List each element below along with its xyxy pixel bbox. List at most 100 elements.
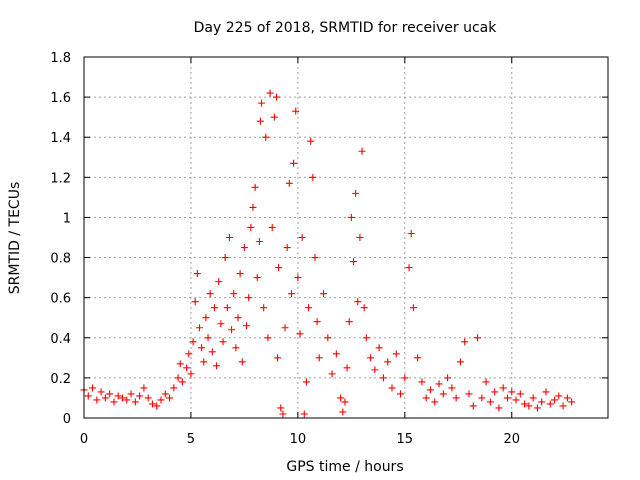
data-point [559,402,567,410]
data-point [106,390,114,398]
data-point [204,334,212,342]
data-point [360,304,368,312]
data-point [347,213,355,221]
data-point [448,384,456,392]
y-tick-label: 0 [63,412,71,427]
data-point [456,358,464,366]
data-point [568,398,576,406]
data-point [414,354,422,362]
data-point [328,370,336,378]
data-point [392,350,400,358]
data-point [123,396,131,404]
x-tick-label: 10 [290,432,307,447]
data-point [176,360,184,368]
data-point [418,378,426,386]
data-point [97,388,105,396]
data-point [93,396,101,404]
data-point [354,298,362,306]
data-point [388,384,396,392]
x-tick-label: 15 [397,432,414,447]
data-point [101,394,109,402]
data-point [144,394,152,402]
data-point [253,274,261,282]
data-point [238,358,246,366]
data-point [185,350,193,358]
data-point [343,364,351,372]
data-point [538,398,546,406]
data-point [315,354,323,362]
data-point [228,326,236,334]
data-point [255,238,263,246]
data-point [431,398,439,406]
data-point [422,394,430,402]
data-point [292,107,300,115]
data-point [230,290,238,298]
data-point [407,229,415,237]
data-point [352,189,360,197]
data-point [277,404,285,412]
data-point [272,93,280,101]
data-point [198,344,206,352]
data-point [324,334,332,342]
data-point [240,244,248,252]
data-point [200,358,208,366]
data-point [296,330,304,338]
data-point [367,354,375,362]
data-point [191,298,199,306]
y-tick-label: 0.8 [50,252,71,267]
data-point [349,258,357,266]
data-point [384,358,392,366]
data-point [307,137,315,145]
data-point [503,394,511,402]
data-point [189,338,197,346]
data-point [546,400,554,408]
data-point [305,304,313,312]
data-point [551,396,559,404]
data-point [426,386,434,394]
data-point [140,384,148,392]
x-tick-label: 0 [80,432,88,447]
data-point [444,374,452,382]
data-point [465,390,473,398]
y-tick-label: 0.2 [50,372,71,387]
data-point [478,394,486,402]
data-point [290,159,298,167]
data-point [193,270,201,278]
plot-frame [83,56,609,419]
data-point [223,304,231,312]
data-point [491,388,499,396]
data-point [358,147,366,155]
data-point [332,350,340,358]
data-point [245,294,253,302]
data-point [217,320,225,328]
data-point [170,384,178,392]
data-point [166,394,174,402]
data-point [161,390,169,398]
data-point [174,374,182,382]
axes: 0 0.2 0.4 0.6 0.8 1 1.2 1.4 1.6 1.8 0 5 10 15 20 [50,51,609,447]
data-point [202,314,210,322]
data-point [508,388,516,396]
data-point [313,318,321,326]
data-point [320,290,328,298]
y-tick-label: 1 [63,211,71,226]
data-point [474,334,482,342]
data-point [247,223,255,231]
data-point [136,392,144,400]
data-point [210,304,218,312]
data-point [89,384,97,392]
data-point [127,390,135,398]
y-tick-label: 0.6 [50,292,71,307]
data-point [215,278,223,286]
data-point [270,113,278,121]
data-point [236,270,244,278]
data-point [285,179,293,187]
x-tick-label: 5 [187,432,195,447]
data-point [283,244,291,252]
data-point [529,394,537,402]
data-point [84,392,92,400]
data-point [401,374,409,382]
data-point [435,380,443,388]
data-point [337,394,345,402]
data-point [225,234,233,241]
